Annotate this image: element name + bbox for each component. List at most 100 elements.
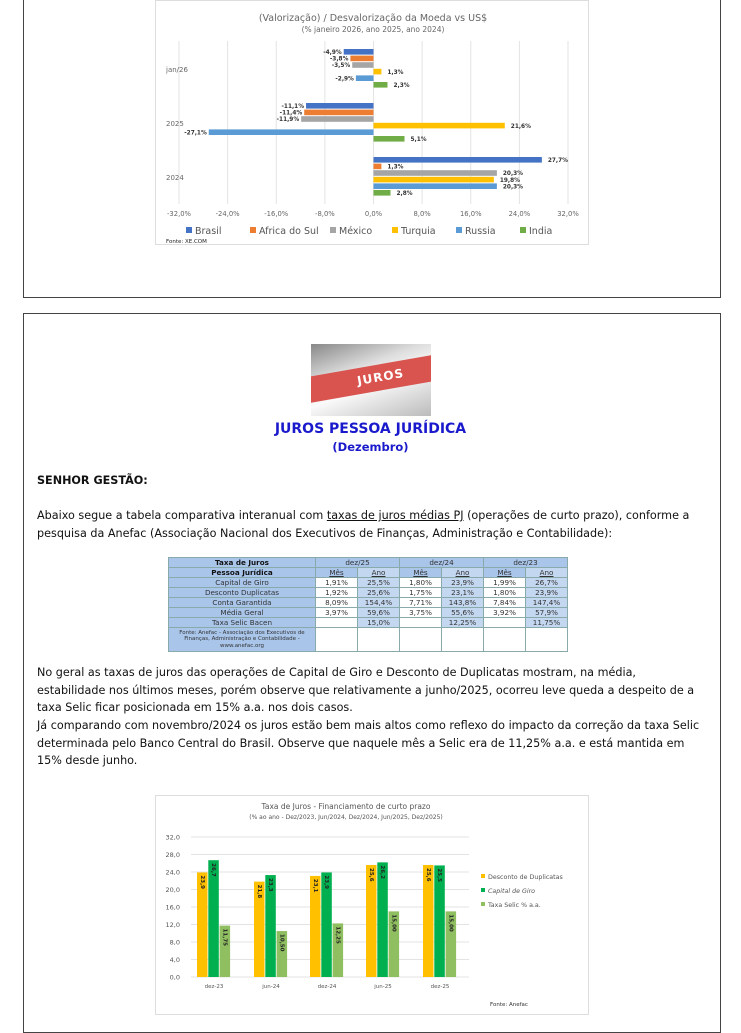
bar <box>373 136 405 142</box>
bar <box>377 862 388 977</box>
x-tick-label: 32,0% <box>557 210 579 218</box>
bar <box>254 881 265 977</box>
x-tick-label: -24,0% <box>216 210 241 218</box>
data-label: -3,5% <box>332 63 351 69</box>
data-label: 20,3% <box>503 184 523 190</box>
category-label: jan/26 <box>165 66 188 74</box>
legend-swatch <box>481 902 485 906</box>
y-tick-label: 24,0 <box>166 869 180 877</box>
y-tick-label: 0,0 <box>170 974 180 982</box>
value-cell: 25,6% <box>357 587 400 598</box>
data-label: -11,9% <box>277 117 300 123</box>
legend-label: Africa do Sul <box>259 226 319 237</box>
value-cell: 3,75% <box>399 607 442 618</box>
legend-label: Desconto de Duplicatas <box>488 874 563 881</box>
value-cell: 15,0% <box>357 617 400 628</box>
currency-chart-svg: (Valorização) / Desvalorização da Moeda … <box>165 13 579 245</box>
bar <box>373 122 505 129</box>
intro-paragraph: Abaixo segue a tabela comparativa intera… <box>37 507 707 542</box>
legend-swatch <box>520 227 526 233</box>
row-label: Capital de Giro <box>168 577 316 588</box>
chart-subtitle: (% ao ano - Dez/2023, Jun/2024, Dez/2024… <box>249 814 443 821</box>
interest-chart: Taxa de Juros - Financiamento de curto p… <box>155 795 589 1015</box>
value-cell: 7,71% <box>399 597 442 608</box>
category-label: 2024 <box>166 174 184 182</box>
y-tick-label: 12,0 <box>166 921 180 929</box>
data-label: -4,9% <box>323 50 342 56</box>
chart-title: (Valorização) / Desvalorização da Moeda … <box>259 13 487 24</box>
data-label: 11,75 <box>221 929 227 947</box>
y-tick-label: 4,0 <box>170 956 180 964</box>
bar <box>373 68 382 75</box>
row-label: Desconto Duplicatas <box>168 587 316 598</box>
legend-swatch <box>392 227 398 233</box>
data-label: 15,00 <box>390 914 396 932</box>
intro-text-end: (operações de curto prazo), conforme a p… <box>37 509 690 540</box>
row-label: Conta Garantida <box>168 597 316 608</box>
value-cell: 143,8% <box>441 597 484 608</box>
interest-chart-svg: Taxa de Juros - Financiamento de curto p… <box>166 802 563 1008</box>
legend-swatch <box>250 227 256 233</box>
data-label: 12,25 <box>334 926 340 944</box>
data-label: 27,7% <box>548 158 568 164</box>
data-label: 5,1% <box>410 137 426 143</box>
x-tick-label: -16,0% <box>264 210 289 218</box>
value-cell <box>399 617 442 628</box>
subheader-cell: Ano <box>357 567 400 578</box>
top-section <box>23 0 721 298</box>
category-label: dez-23 <box>205 984 224 990</box>
table-row: Taxa Selic Bacen 15,0% 12,25% 11,75% <box>168 617 568 628</box>
currency-chart: (Valorização) / Desvalorização da Moeda … <box>155 0 589 245</box>
row-label: Média Geral <box>168 607 316 618</box>
intro-link[interactable]: taxas de juros médias PJ <box>326 509 464 522</box>
data-label: 26,2 <box>379 865 385 879</box>
data-label: -11,1% <box>282 104 305 110</box>
bar <box>343 49 374 55</box>
bar <box>373 190 391 196</box>
value-cell: 154,4% <box>357 597 400 608</box>
intro-text: Abaixo segue a tabela comparativa intera… <box>37 509 327 522</box>
bar <box>355 75 374 81</box>
subheader-cell: Ano <box>441 567 484 578</box>
y-tick-label: 8,0 <box>170 939 180 947</box>
data-label: 25,6 <box>425 868 431 882</box>
value-cell: 12,25% <box>441 617 484 628</box>
category-label: 2025 <box>166 120 184 128</box>
bar <box>373 183 497 189</box>
value-cell: 1,75% <box>399 587 442 598</box>
bar <box>445 911 457 977</box>
data-label: 21,6% <box>511 124 531 130</box>
y-tick-label: 16,0 <box>166 904 180 912</box>
bar <box>350 55 374 62</box>
bar <box>423 865 434 977</box>
data-label: 23,9 <box>199 875 205 889</box>
legend-label: Turquia <box>400 226 436 237</box>
category-label: dez-24 <box>318 984 337 990</box>
legend-label: Brasil <box>195 226 221 237</box>
legend-swatch <box>186 227 192 233</box>
data-label: 23,9 <box>323 875 329 889</box>
period-header: dez/23 <box>483 557 568 568</box>
data-label: 26,7 <box>210 863 216 877</box>
data-label: 23,3 <box>267 878 273 892</box>
page-title: JUROS PESSOA JURÍDICA <box>274 421 467 437</box>
value-cell: 1,91% <box>315 577 358 588</box>
y-tick-label: 28,0 <box>166 851 180 859</box>
value-cell: 1,92% <box>315 587 358 598</box>
data-label: -27,1% <box>184 130 207 136</box>
value-cell: 11,75% <box>525 617 568 628</box>
chart-subtitle: (% janeiro 2026, ano 2025, ano 2024) <box>302 25 445 34</box>
data-label: 2,3% <box>393 83 409 89</box>
x-tick-label: -8,0% <box>315 210 335 218</box>
value-cell: 8,09% <box>315 597 358 608</box>
category-label: dez-25 <box>431 984 450 990</box>
bar <box>373 157 542 163</box>
value-cell <box>483 617 526 628</box>
header-cell: Taxa de Juros <box>168 557 316 568</box>
y-tick-label: 20,0 <box>166 886 180 894</box>
rates-table: Taxa de Juros dez/25 dez/24 dez/23 Pesso… <box>168 557 568 652</box>
bar <box>197 872 208 977</box>
bar <box>265 875 276 977</box>
x-tick-label: 0,0% <box>365 210 383 218</box>
data-label: -11,4% <box>280 111 303 117</box>
